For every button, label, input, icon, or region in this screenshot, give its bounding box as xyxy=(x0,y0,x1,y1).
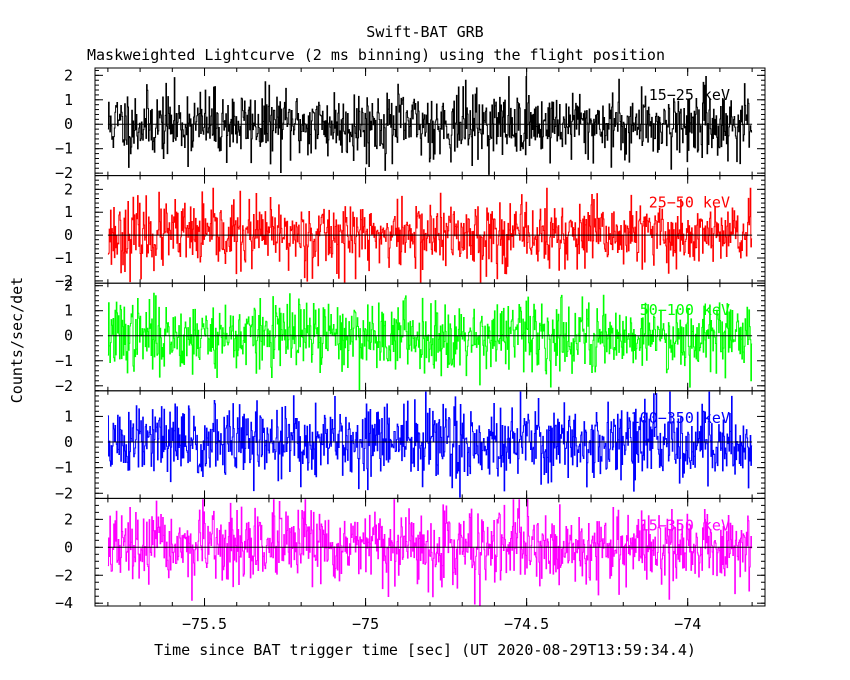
panel-frame xyxy=(94,497,766,607)
chart-subtitle: Maskweighted Lightcurve (2 ms binning) u… xyxy=(87,46,665,64)
lightcurve-panels: −2 −1 0 1 2 15−25 keV −2 −1 0 1 2 25−50 keV −2 −1 0 1 2 5… xyxy=(55,66,766,612)
y-axis-label: Counts/sec/det xyxy=(8,277,26,403)
chart-title: Swift-BAT GRB xyxy=(366,23,483,41)
y-tick-label: 0 xyxy=(64,433,73,451)
y-tick-label: −1 xyxy=(55,249,73,267)
y-tick-label: 0 xyxy=(64,226,73,244)
band-label-3: 50−100 keV xyxy=(640,301,730,319)
y-tick-label: 0 xyxy=(64,327,73,345)
y-tick-label: 2 xyxy=(64,66,73,84)
y-tick-label: 2 xyxy=(64,277,73,295)
series-line-5 xyxy=(107,499,753,606)
y-tick-label: 1 xyxy=(64,407,73,425)
y-tick-label: 0 xyxy=(64,115,73,133)
y-tick-label: −4 xyxy=(55,594,73,612)
panel-1: −2 −1 0 1 2 15−25 keV xyxy=(55,66,766,182)
x-tick-label: −75.5 xyxy=(182,615,227,633)
y-tick-label: −1 xyxy=(55,140,73,158)
y-tick-label: 0 xyxy=(64,538,73,556)
y-tick-label: −1 xyxy=(55,459,73,477)
series-line-4 xyxy=(107,391,753,498)
series-line-3 xyxy=(107,292,753,391)
panel-4: −2 −1 0 1 100−350 keV xyxy=(55,390,766,502)
band-label-2: 25−50 keV xyxy=(649,194,730,212)
x-tick-label: −75 xyxy=(352,615,379,633)
y-tick-label: −2 xyxy=(55,164,73,182)
y-tick-label: −2 xyxy=(55,566,73,584)
panel-5: −4 −2 0 2 15−350 keV xyxy=(55,497,766,612)
y-tick-label: 1 xyxy=(64,203,73,221)
y-tick-label: −2 xyxy=(55,377,73,395)
y-tick-label: −2 xyxy=(55,484,73,502)
x-axis-label: Time since BAT trigger time [sec] (UT 20… xyxy=(154,641,696,659)
y-tick-label: 2 xyxy=(64,510,73,528)
y-tick-label: 1 xyxy=(64,91,73,109)
panel-3: −2 −1 0 1 2 50−100 keV xyxy=(55,277,766,395)
y-tick-label: −2 xyxy=(55,272,73,290)
x-axis-tick-labels: −75.5 −75 −74.5 −74 xyxy=(182,615,701,633)
y-tick-label: 2 xyxy=(64,180,73,198)
x-tick-label: −74.5 xyxy=(504,615,549,633)
x-tick-label: −74 xyxy=(674,615,701,633)
panel-2: −2 −1 0 1 2 25−50 keV xyxy=(55,175,766,290)
series-line-1 xyxy=(107,76,753,175)
band-label-1: 15−25 keV xyxy=(649,86,730,104)
y-tick-label: 1 xyxy=(64,302,73,320)
band-label-5: 15−350 keV xyxy=(640,516,730,534)
series-line-2 xyxy=(107,187,753,283)
band-label-4: 100−350 keV xyxy=(631,409,730,427)
y-tick-label: −1 xyxy=(55,352,73,370)
